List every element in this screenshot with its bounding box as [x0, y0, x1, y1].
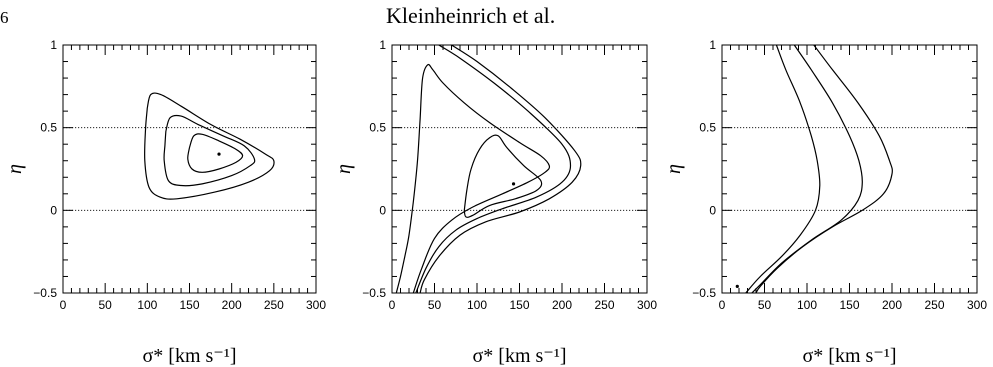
x-tick-label: 50 [758, 298, 772, 312]
x-axis-label: σ* [km s⁻¹] [143, 345, 237, 367]
x-tick-label: 100 [797, 298, 817, 312]
x-tick-label: 250 [924, 298, 944, 312]
contour-line [163, 114, 256, 187]
x-tick-label: 300 [637, 298, 657, 312]
contour-line [187, 133, 244, 173]
y-tick-label: 0 [50, 203, 57, 217]
x-tick-label: 250 [594, 298, 614, 312]
contour-line [415, 45, 572, 293]
y-tick-label: 0 [709, 203, 716, 217]
y-tick-label: 1 [379, 38, 386, 52]
contour-line [745, 45, 821, 293]
y-tick-label: 0.5 [40, 121, 57, 135]
x-tick-label: 250 [264, 298, 284, 312]
y-tick-label: 1 [709, 38, 716, 52]
y-axis-label: η [663, 164, 685, 174]
plot-frame [391, 44, 648, 294]
x-tick-label: 150 [179, 298, 199, 312]
x-axis-label: σ* [km s⁻¹] [473, 345, 567, 367]
contour-line [419, 45, 582, 293]
x-tick-label: 0 [389, 298, 396, 312]
best-fit-point [511, 182, 516, 186]
page-number: 6 [0, 8, 9, 27]
contour-line [395, 63, 551, 293]
x-tick-label: 300 [306, 298, 326, 312]
best-fit-point [217, 152, 221, 156]
x-tick-label: 200 [222, 298, 242, 312]
x-tick-label: 300 [967, 298, 987, 312]
y-tick-label: 1 [50, 38, 57, 52]
x-tick-label: 200 [552, 298, 572, 312]
y-tick-label: 0 [379, 203, 386, 217]
y-tick-label: −0.5 [33, 286, 57, 300]
contour-line [751, 45, 863, 293]
x-axis-label: σ* [km s⁻¹] [803, 345, 897, 367]
contour-line [463, 134, 543, 218]
x-tick-label: 0 [719, 298, 726, 312]
contour-line [755, 45, 893, 293]
x-tick-label: 50 [428, 298, 442, 312]
best-fit-point [735, 284, 739, 288]
y-axis-label: η [4, 164, 26, 174]
x-tick-label: 0 [60, 298, 67, 312]
plot-frame [62, 44, 317, 294]
x-tick-label: 150 [839, 298, 859, 312]
x-tick-label: 100 [137, 298, 157, 312]
y-tick-label: −0.5 [362, 286, 386, 300]
x-tick-label: 50 [98, 298, 112, 312]
running-head: Kleinheinrich et al. [386, 3, 556, 28]
y-tick-label: 0.5 [699, 121, 716, 135]
x-tick-label: 100 [467, 298, 487, 312]
y-axis-label: η [333, 164, 355, 174]
x-tick-label: 200 [882, 298, 902, 312]
contour-line [144, 92, 275, 200]
y-tick-label: −0.5 [692, 286, 716, 300]
plot-frame [721, 44, 978, 294]
y-tick-label: 0.5 [369, 121, 386, 135]
x-tick-label: 150 [509, 298, 529, 312]
